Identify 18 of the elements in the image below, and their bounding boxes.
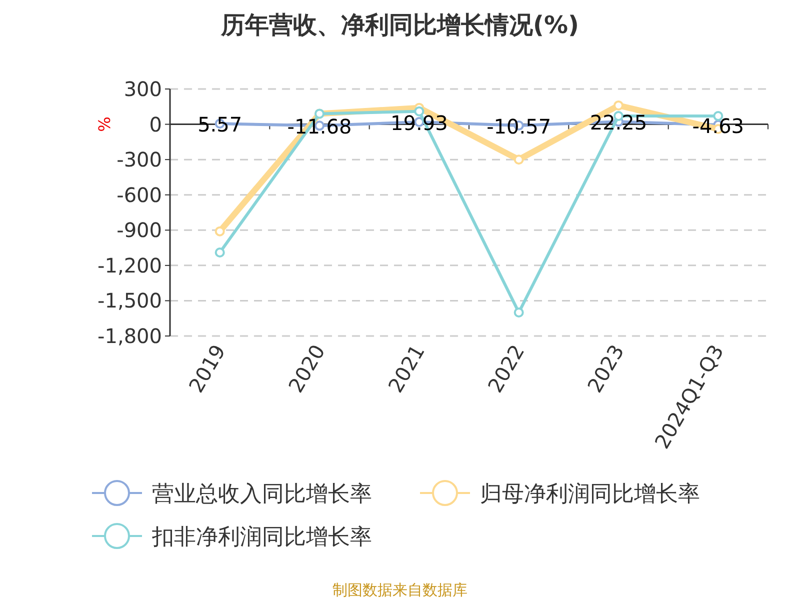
text: 制图数据来自数据库: [332, 581, 468, 599]
data-label: -10.57: [486, 114, 552, 139]
y-tick-label: -300: [116, 148, 162, 172]
y-tick-label: -900: [116, 218, 162, 242]
legend-label: 归母净利润同比增长率: [480, 482, 700, 507]
chart-title: 历年营收、净利同比增长情况(%): [220, 11, 579, 39]
y-tick-label: 300: [124, 77, 162, 101]
y-tick-label: 0: [149, 112, 162, 136]
data-label: -4.63: [692, 114, 744, 138]
legend-label: 营业总收入同比增长率: [152, 482, 372, 507]
y-axis-title: %: [95, 116, 114, 132]
y-tick-label: -1,500: [98, 288, 162, 313]
legend-label: 扣非净利润同比增长率: [151, 525, 372, 550]
y-tick-label: -1,200: [98, 253, 162, 278]
y-tick-label: -1,800: [98, 324, 162, 348]
y-tick-label: -600: [116, 182, 162, 207]
data-label: -11.68: [287, 114, 352, 139]
data-label: 5.57: [198, 112, 242, 137]
